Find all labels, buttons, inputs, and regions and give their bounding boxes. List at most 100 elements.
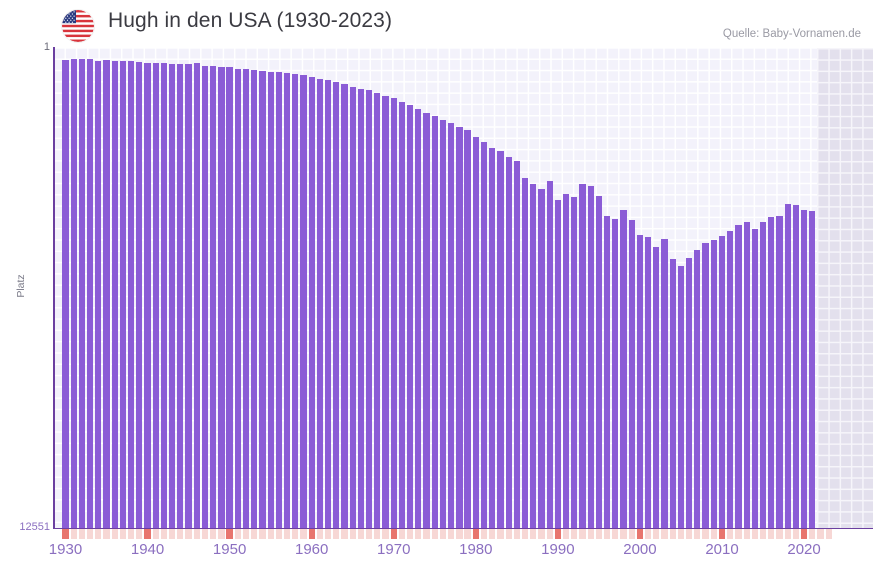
x-tick-minor [275,529,282,539]
x-tick-minor [234,529,241,539]
bar [210,65,217,528]
bar [710,239,717,528]
bar [292,74,299,528]
bar [275,72,282,528]
x-tick-minor [464,529,471,539]
bar [497,151,504,528]
bar [603,216,611,528]
bar [538,189,545,528]
x-tick-minor [349,529,356,539]
x-tick-minor [218,529,225,539]
x-tick-minor [259,529,266,539]
bar [300,75,307,528]
x-tick-minor [210,529,217,539]
no-data-grid-lines [817,48,873,528]
x-tick-minor [70,529,77,539]
bar [562,194,570,528]
x-tick-minor [251,529,258,539]
x-tick-minor [645,529,652,539]
x-tick-minor [497,529,504,539]
x-tick-minor [710,529,717,539]
y-axis-top-label: 1 [43,41,50,53]
bar [234,68,241,528]
bar [694,249,701,528]
x-tick-minor [743,529,750,539]
bar [628,219,635,528]
bar [464,130,471,528]
x-tick-minor [489,529,496,539]
bar [439,119,447,528]
x-tick-minor [612,529,619,539]
x-tick-minor [333,529,340,539]
bar [374,93,381,528]
x-tick-major [800,529,808,539]
bar [612,218,619,528]
bar [521,178,529,528]
x-tick-minor [587,529,594,539]
x-axis-tick-label: 1930 [48,541,83,558]
x-tick-minor [111,529,118,539]
bar [595,195,603,528]
bar [78,58,86,528]
x-tick-minor [776,529,783,539]
x-tick-minor [439,529,447,539]
x-tick-minor [300,529,307,539]
x-tick-minor [751,529,758,539]
bar [546,181,553,528]
x-tick-minor [571,529,578,539]
x-tick-minor [95,529,102,539]
x-tick-minor [677,529,685,539]
x-tick-minor [407,529,414,539]
bar [407,105,414,528]
bar [86,58,94,528]
bar [513,161,520,528]
bar [784,203,791,528]
x-tick-minor [603,529,611,539]
x-tick-minor [128,529,135,539]
bar [809,210,816,528]
bar [759,222,767,528]
x-tick-minor [530,529,537,539]
x-tick-minor [242,529,250,539]
bar [415,109,422,528]
x-axis-labels: 1930 1940 1950 1960 1970 1980 1990 2000 2010 2020 [0,541,873,567]
x-axis-line [53,527,873,530]
x-tick-minor [103,529,110,539]
page-title: Hugh in den USA (1930-2023) [108,9,393,32]
bar [357,88,365,528]
x-tick-minor [480,529,488,539]
x-tick-minor [201,529,209,539]
x-tick-minor [521,529,529,539]
x-axis-tick-label: 1990 [541,541,575,558]
bar [579,184,586,528]
x-tick-minor [431,529,438,539]
x-tick-minor [283,529,291,539]
x-tick-minor [620,529,627,539]
x-tick-minor [169,529,176,539]
bar [423,113,430,528]
x-axis-tick-label: 1980 [459,541,493,558]
x-tick-minor [324,529,332,539]
x-tick-major [636,529,644,539]
x-tick-minor [735,529,742,539]
x-tick-minor [177,529,184,539]
x-tick-minor [669,529,676,539]
x-tick-minor [456,529,463,539]
x-axis-tick-label: 1940 [130,541,165,558]
bar [398,101,406,528]
x-tick-major [718,529,726,539]
x-tick-minor [374,529,381,539]
bar [554,200,561,528]
bar [70,59,77,528]
x-tick-minor [562,529,570,539]
x-tick-minor [792,529,799,539]
bar [226,67,233,528]
bar [152,63,159,528]
x-tick-minor [546,529,553,539]
x-tick-minor [825,529,832,539]
bar [530,184,537,528]
bar [111,60,118,528]
x-tick-minor [366,529,373,539]
x-axis-ticks [0,529,873,541]
x-tick-major [390,529,397,539]
